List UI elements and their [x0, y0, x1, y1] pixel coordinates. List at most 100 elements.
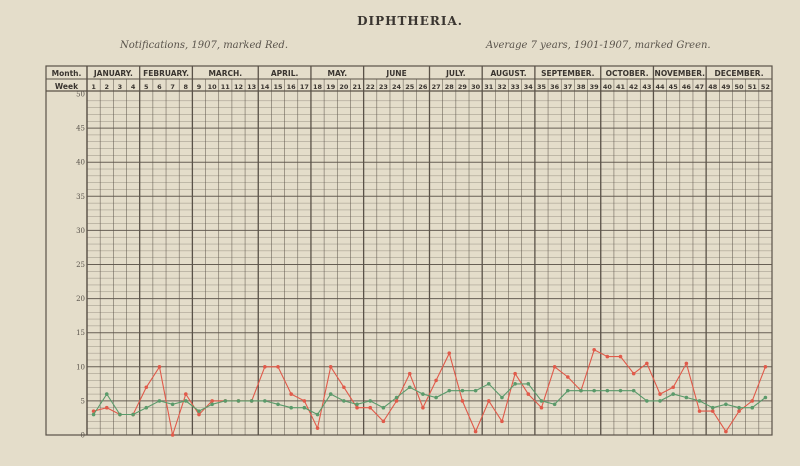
series-line-average-7-years — [93, 383, 766, 416]
point-notifications-1907 — [407, 371, 412, 376]
point-notifications-1907 — [342, 385, 346, 390]
point-average-7-years — [579, 388, 583, 393]
week-tick-label: 49 — [721, 83, 731, 91]
point-average-7-years — [618, 388, 623, 393]
y-tick-label: 10 — [76, 363, 85, 371]
week-tick-label: 44 — [656, 83, 666, 91]
point-average-7-years — [684, 395, 689, 400]
point-average-7-years — [91, 412, 96, 417]
point-notifications-1907 — [737, 409, 741, 413]
week-tick-label: 2 — [104, 83, 109, 91]
point-notifications-1907 — [157, 365, 162, 369]
point-average-7-years — [289, 405, 293, 410]
week-tick-label: 8 — [184, 83, 189, 91]
subtitle-average: Average 7 years, 1901-1907, marked Green… — [486, 40, 711, 51]
week-tick-label: 3 — [118, 83, 123, 91]
week-tick-label: 28 — [445, 83, 455, 91]
point-notifications-1907 — [671, 385, 676, 390]
point-notifications-1907 — [513, 371, 517, 376]
week-tick-label: 16 — [287, 83, 297, 91]
month-label: AUGUST. — [490, 69, 526, 78]
point-average-7-years — [381, 405, 386, 410]
point-notifications-1907 — [210, 399, 214, 403]
month-label: SEPTEMBER. — [541, 69, 594, 78]
point-notifications-1907 — [434, 378, 438, 383]
point-average-7-years — [104, 392, 109, 396]
point-average-7-years — [763, 395, 768, 400]
month-label: OCTOBER. — [606, 69, 649, 78]
point-average-7-years — [447, 388, 452, 393]
point-average-7-years — [328, 392, 333, 396]
point-notifications-1907 — [394, 399, 399, 403]
point-notifications-1907 — [645, 361, 649, 366]
point-notifications-1907 — [421, 405, 425, 410]
week-tick-label: 37 — [563, 83, 572, 91]
point-average-7-years — [658, 399, 662, 403]
point-average-7-years — [236, 399, 241, 403]
week-header-label: Week — [55, 82, 79, 91]
week-tick-label: 23 — [379, 83, 388, 91]
week-tick-label: 41 — [616, 83, 626, 91]
month-label: DECEMBER. — [715, 69, 764, 78]
week-tick-label: 21 — [353, 83, 363, 91]
point-notifications-1907 — [473, 429, 478, 434]
week-tick-label: 6 — [157, 83, 162, 91]
point-average-7-years — [223, 399, 228, 403]
point-notifications-1907 — [276, 365, 280, 369]
week-tick-label: 22 — [366, 83, 375, 91]
point-notifications-1907 — [724, 429, 728, 434]
point-average-7-years — [355, 402, 359, 407]
y-tick-label: 20 — [76, 295, 85, 303]
week-tick-label: 26 — [418, 83, 428, 91]
week-tick-label: 1 — [91, 83, 96, 91]
point-average-7-years — [170, 402, 175, 407]
point-notifications-1907 — [315, 426, 320, 430]
point-average-7-years — [645, 399, 649, 403]
week-tick-label: 35 — [537, 83, 547, 91]
point-average-7-years — [552, 402, 557, 407]
y-tick-label: 30 — [76, 227, 85, 235]
point-average-7-years — [566, 388, 570, 393]
week-tick-label: 36 — [550, 83, 560, 91]
point-notifications-1907 — [328, 365, 333, 369]
week-tick-label: 12 — [234, 83, 243, 91]
month-label: MAY. — [327, 69, 347, 78]
point-notifications-1907 — [368, 405, 373, 410]
point-notifications-1907 — [144, 385, 149, 390]
point-notifications-1907 — [526, 392, 531, 396]
week-tick-label: 45 — [669, 83, 679, 91]
point-notifications-1907 — [552, 365, 557, 369]
point-average-7-years — [697, 399, 702, 403]
y-tick-label: 5 — [81, 397, 85, 405]
point-average-7-years — [263, 399, 267, 403]
chart-title: DIPHTHERIA. — [357, 14, 463, 28]
point-average-7-years — [473, 388, 478, 393]
point-average-7-years — [131, 412, 135, 417]
point-average-7-years — [210, 402, 214, 407]
point-notifications-1907 — [500, 419, 504, 424]
point-notifications-1907 — [289, 392, 293, 396]
subtitle-notifications: Notifications, 1907, marked Red. — [120, 40, 289, 51]
point-notifications-1907 — [486, 399, 491, 403]
week-tick-label: 7 — [170, 83, 175, 91]
week-tick-label: 20 — [339, 83, 349, 91]
point-notifications-1907 — [183, 392, 188, 396]
point-average-7-years — [513, 382, 517, 386]
point-average-7-years — [539, 399, 544, 403]
point-notifications-1907 — [355, 405, 359, 410]
point-average-7-years — [460, 388, 465, 393]
point-notifications-1907 — [763, 365, 768, 369]
point-average-7-years — [197, 409, 201, 413]
point-average-7-years — [434, 395, 438, 400]
month-label: MARCH. — [208, 69, 242, 78]
point-average-7-years — [342, 399, 346, 403]
point-notifications-1907 — [263, 365, 267, 369]
y-tick-label: 40 — [76, 159, 85, 167]
point-notifications-1907 — [684, 361, 689, 366]
point-average-7-years — [368, 399, 373, 403]
week-tick-label: 42 — [629, 83, 638, 91]
point-notifications-1907 — [197, 412, 201, 417]
y-tick-label: 0 — [81, 432, 85, 440]
point-notifications-1907 — [381, 419, 386, 424]
week-tick-label: 18 — [313, 83, 323, 91]
